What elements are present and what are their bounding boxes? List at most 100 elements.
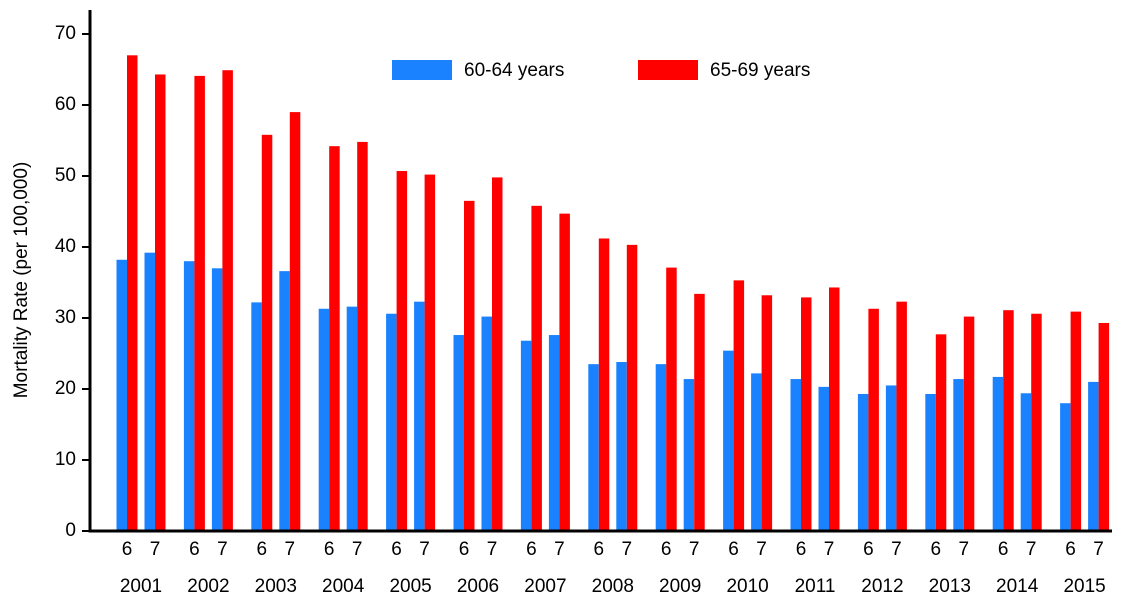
bar: [790, 379, 801, 531]
x-tick-label: 7: [217, 539, 228, 560]
x-tick-label: 7: [1093, 539, 1104, 560]
bar: [520, 340, 532, 531]
y-tick-label: 40: [55, 236, 76, 257]
group-label: 2012: [861, 576, 903, 597]
bar: [481, 316, 492, 531]
group-label: 2003: [255, 576, 297, 597]
bar: [694, 293, 705, 531]
y-tick-label: 10: [55, 449, 76, 470]
bar: [655, 364, 667, 531]
x-tick-label: 6: [257, 539, 268, 560]
bar: [761, 295, 773, 531]
bar: [1003, 310, 1014, 531]
bar: [935, 334, 947, 531]
bar: [1031, 313, 1042, 531]
bar: [396, 171, 408, 531]
bar: [559, 213, 570, 531]
bar: [289, 112, 301, 531]
x-tick-label: 7: [419, 539, 430, 560]
bar: [492, 177, 503, 532]
y-tick-label: 0: [65, 520, 76, 541]
x-tick-label: 6: [122, 539, 133, 560]
x-tick-label: 6: [526, 539, 537, 560]
bar: [261, 134, 273, 531]
bar: [453, 335, 464, 531]
x-tick-label: 6: [931, 539, 942, 560]
bar: [1020, 393, 1032, 531]
bar: [1060, 403, 1071, 531]
bar: [548, 335, 560, 531]
x-tick-label: 7: [285, 539, 296, 560]
bar: [127, 55, 138, 532]
bar: [829, 287, 840, 531]
bar: [963, 316, 975, 531]
bar: [329, 146, 340, 531]
bar: [144, 252, 155, 531]
bar: [818, 386, 829, 531]
bar: [683, 379, 695, 531]
x-tick-label: 6: [391, 539, 402, 560]
x-tick-label: 7: [352, 539, 363, 560]
y-tick-label: 20: [55, 378, 76, 399]
x-tick-label: 7: [622, 539, 633, 560]
group-label: 2004: [322, 576, 365, 597]
legend-label: 60-64 years: [464, 60, 564, 81]
bar: [588, 364, 599, 531]
group-label: 2010: [726, 576, 768, 597]
x-tick-label: 6: [728, 539, 739, 560]
x-tick-label: 6: [189, 539, 200, 560]
bar: [424, 174, 436, 531]
bar: [116, 259, 127, 531]
group-label: 2008: [592, 576, 634, 597]
x-tick-label: 7: [487, 539, 498, 560]
x-tick-label: 7: [756, 539, 767, 560]
y-tick-label: 50: [55, 165, 76, 186]
bar: [1070, 311, 1082, 531]
bar: [251, 302, 262, 531]
group-label: 2013: [929, 576, 971, 597]
bar: [733, 280, 745, 531]
bar: [598, 238, 610, 532]
bar: [1098, 322, 1110, 531]
bar: [723, 350, 734, 531]
group-label: 2005: [389, 576, 431, 597]
bar: [885, 385, 897, 531]
group-label: 2014: [996, 576, 1039, 597]
legend-swatch: [638, 60, 698, 80]
x-tick-label: 7: [554, 539, 565, 560]
group-label: 2011: [795, 576, 836, 597]
bar: [1088, 381, 1099, 531]
bar: [464, 200, 475, 531]
bar: [279, 271, 290, 531]
x-tick-label: 6: [863, 539, 874, 560]
group-label: 2001: [120, 576, 162, 597]
bar: [346, 306, 358, 531]
x-tick-label: 6: [796, 539, 807, 560]
bar: [868, 308, 879, 531]
bar: [925, 393, 936, 531]
bar: [666, 267, 677, 531]
group-label: 2002: [187, 576, 229, 597]
bar: [801, 297, 812, 531]
x-tick-label: 6: [594, 539, 605, 560]
bar: [155, 74, 166, 531]
bar: [211, 268, 223, 531]
bar: [953, 379, 964, 531]
y-tick-label: 70: [55, 23, 76, 44]
group-label: 2006: [457, 576, 499, 597]
bar: [357, 141, 368, 532]
group-label: 2007: [524, 576, 566, 597]
y-axis-label: Mortality Rate (per 100,000): [11, 162, 32, 399]
bar: [531, 205, 542, 531]
bar: [616, 362, 627, 531]
group-label: 2009: [659, 576, 701, 597]
y-tick-label: 60: [55, 94, 76, 115]
bar: [386, 313, 397, 531]
x-tick-label: 7: [959, 539, 970, 560]
bar: [857, 393, 869, 531]
x-tick-label: 7: [1026, 539, 1037, 560]
bar: [194, 75, 205, 531]
bar: [318, 308, 330, 531]
bar: [751, 373, 762, 531]
x-tick-label: 6: [324, 539, 335, 560]
